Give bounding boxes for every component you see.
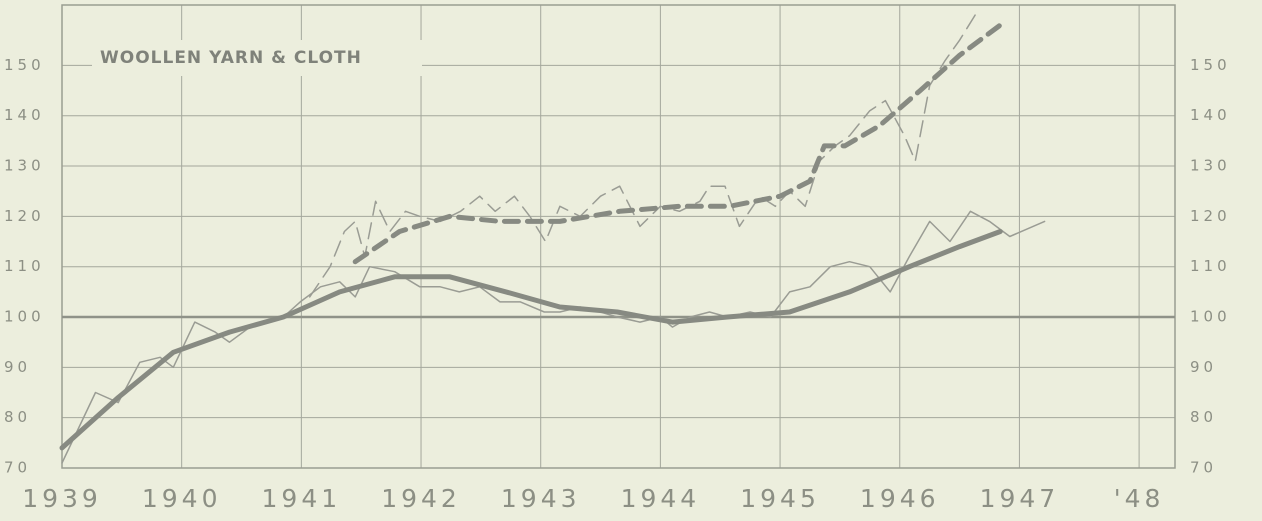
- y2-tick-label: 70: [1190, 459, 1217, 477]
- y-tick-label: 130: [4, 157, 45, 175]
- x-tick-label: '48: [1114, 484, 1165, 513]
- y-tick-label: 120: [4, 207, 45, 225]
- y-tick-label: 110: [4, 257, 45, 275]
- series-line: [308, 14, 976, 298]
- y2-tick-label: 110: [1190, 257, 1231, 275]
- x-tick-label: 1945: [740, 484, 820, 513]
- y-tick-label: 70: [4, 459, 31, 477]
- y2-tick-label: 120: [1190, 207, 1231, 225]
- plot-area: [59, 14, 1046, 464]
- series-line: [59, 229, 1003, 451]
- series-line: [61, 210, 1046, 464]
- y-tick-label: 100: [4, 308, 45, 326]
- series-line: [352, 22, 1003, 265]
- y-tick-label: 140: [4, 106, 45, 124]
- x-tick-label: 1944: [621, 484, 701, 513]
- x-tick-label: 1943: [501, 484, 581, 513]
- y-tick-label: 80: [4, 408, 31, 426]
- grid: [61, 4, 1176, 469]
- y2-tick-label: 150: [1190, 56, 1231, 74]
- x-tick-label: 1946: [860, 484, 940, 513]
- y2-tick-label: 130: [1190, 157, 1231, 175]
- plot-frame: [61, 4, 1176, 469]
- y2-tick-label: 140: [1190, 106, 1231, 124]
- y2-tick-label: 90: [1190, 358, 1217, 376]
- x-tick-label: 1940: [142, 484, 222, 513]
- y2-tick-label: 80: [1190, 408, 1217, 426]
- x-tick-label: 1941: [262, 484, 342, 513]
- x-tick-label: 1939: [22, 484, 102, 513]
- y-tick-label: 90: [4, 358, 31, 376]
- x-tick-label: 1947: [980, 484, 1060, 513]
- y2-tick-label: 100: [1190, 308, 1231, 326]
- y-tick-label: 150: [4, 56, 45, 74]
- annotation-bg: [92, 40, 422, 76]
- x-tick-label: 1942: [381, 484, 461, 513]
- annotation: WOOLLEN YARN & CLOTH: [100, 48, 362, 68]
